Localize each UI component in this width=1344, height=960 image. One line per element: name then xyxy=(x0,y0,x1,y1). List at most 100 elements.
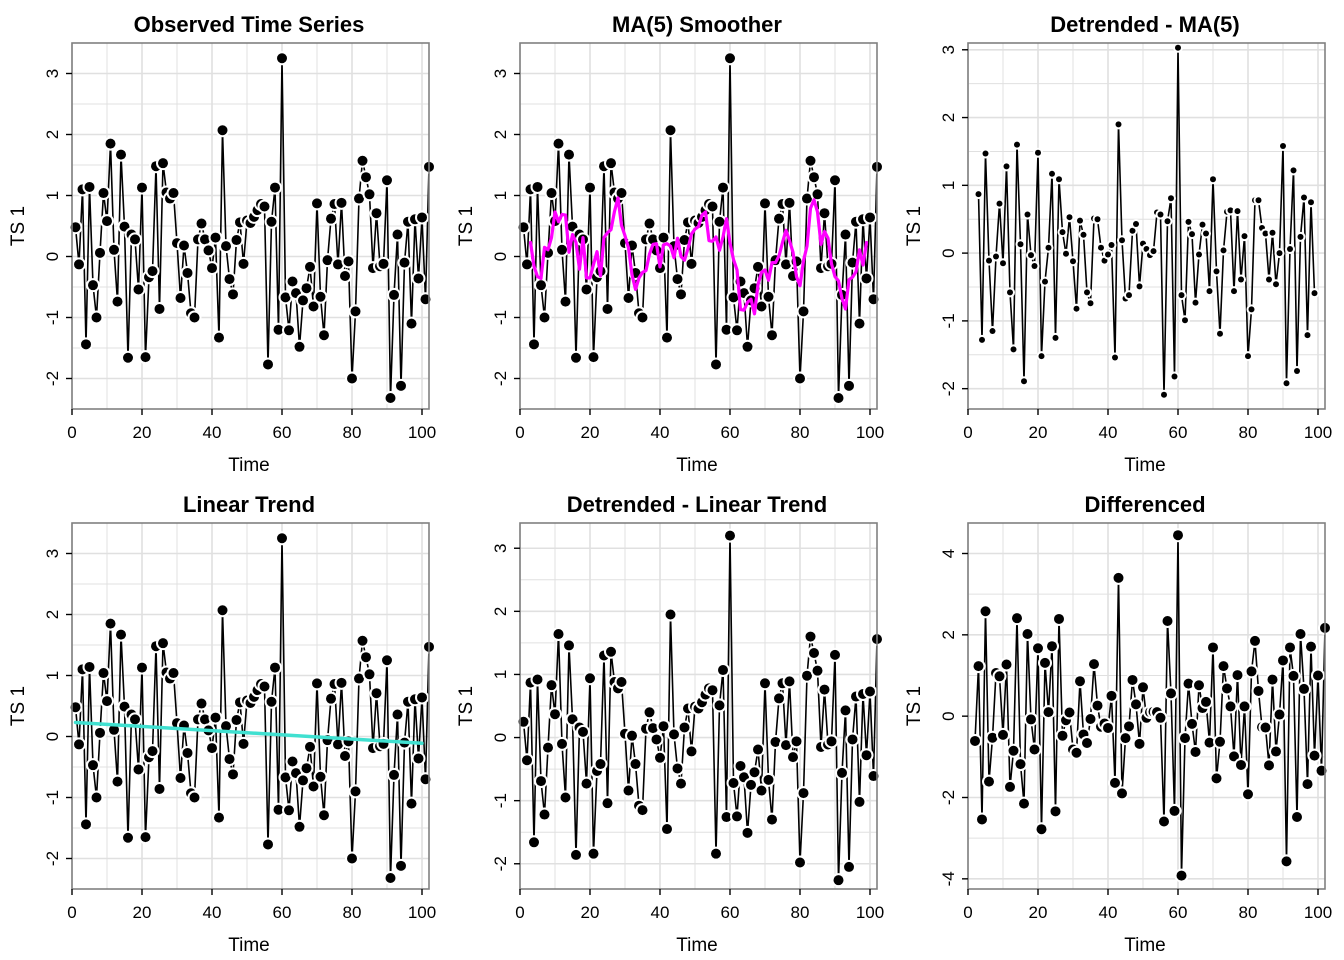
x-tick-label: 40 xyxy=(651,423,670,442)
data-point xyxy=(382,655,392,666)
x-axis-label: Time xyxy=(676,455,718,476)
y-tick-label: 0 xyxy=(491,733,510,742)
data-point xyxy=(529,837,539,848)
data-point xyxy=(385,873,396,884)
data-point xyxy=(336,677,347,688)
data-point xyxy=(518,222,529,233)
data-point xyxy=(1087,300,1094,307)
y-tick-label: -4 xyxy=(939,871,958,886)
data-point xyxy=(1245,353,1251,360)
data-point xyxy=(1201,696,1211,707)
data-point xyxy=(238,738,249,749)
data-point xyxy=(1248,306,1255,313)
data-point xyxy=(1292,812,1302,823)
data-point xyxy=(1043,707,1054,718)
data-point xyxy=(588,848,599,859)
chart-panel-linear-trend: Linear Trend TS 1 Time xyxy=(8,492,315,956)
data-point xyxy=(711,359,721,370)
x-tick-label: 0 xyxy=(515,903,524,922)
data-point xyxy=(347,373,357,384)
data-point xyxy=(315,771,326,782)
data-point xyxy=(721,324,732,335)
data-point xyxy=(326,693,336,704)
data-point xyxy=(781,740,791,751)
y-tick-label: 4 xyxy=(939,549,958,558)
x-tick-label: 40 xyxy=(1099,903,1118,922)
data-point xyxy=(277,53,287,64)
y-tick-label: -2 xyxy=(43,371,62,386)
data-point xyxy=(1113,572,1124,583)
x-tick-label: 100 xyxy=(408,903,436,922)
data-point xyxy=(623,785,634,796)
chart-panel-detrended-linear: Detrended - Linear Trend TS 1 Time xyxy=(456,492,827,956)
data-point xyxy=(312,678,322,689)
y-tick-label: -1 xyxy=(939,313,958,328)
data-point xyxy=(802,670,812,681)
data-point xyxy=(1271,746,1281,757)
data-point xyxy=(1057,730,1068,741)
data-point xyxy=(994,671,1005,682)
data-point xyxy=(1299,683,1309,694)
data-point xyxy=(560,792,571,803)
data-point xyxy=(102,696,112,707)
data-point xyxy=(119,701,130,712)
chart-panel-observed: Observed Time Series TS 1 Time xyxy=(8,12,364,476)
data-point xyxy=(343,256,354,267)
data-point xyxy=(1136,283,1143,290)
data-point xyxy=(154,303,165,314)
y-tick-label: 0 xyxy=(939,248,958,257)
data-point xyxy=(207,263,217,274)
data-point xyxy=(658,721,669,732)
data-point xyxy=(112,776,123,787)
data-point xyxy=(1255,197,1262,204)
data-point xyxy=(399,257,410,268)
data-point xyxy=(1295,629,1306,640)
y-tick-label: -1 xyxy=(491,310,510,325)
data-point xyxy=(189,792,200,803)
data-point xyxy=(389,769,399,780)
data-point xyxy=(392,709,403,720)
data-point xyxy=(1124,721,1134,732)
data-point xyxy=(308,781,319,792)
plot-frame xyxy=(71,42,430,410)
data-point xyxy=(273,804,284,815)
data-point xyxy=(809,647,819,658)
data-point xyxy=(536,280,546,291)
data-point xyxy=(522,755,532,766)
y-tick-label: 0 xyxy=(43,252,62,261)
data-point xyxy=(413,753,424,764)
data-point xyxy=(175,772,186,783)
data-point xyxy=(1133,220,1139,227)
plot-frame xyxy=(967,522,1326,890)
data-point xyxy=(798,306,809,317)
data-point xyxy=(340,751,350,762)
data-point xyxy=(665,609,676,620)
data-point xyxy=(1287,246,1293,253)
data-point xyxy=(975,191,982,198)
data-point xyxy=(1101,257,1108,264)
data-point xyxy=(175,292,186,303)
data-point xyxy=(847,257,858,268)
data-point xyxy=(1316,765,1327,776)
data-point xyxy=(763,774,774,785)
data-point xyxy=(336,197,347,208)
data-point xyxy=(130,234,140,245)
data-point xyxy=(658,232,669,243)
data-point xyxy=(1225,701,1236,712)
data-point xyxy=(221,241,231,252)
data-point xyxy=(546,680,557,691)
data-point xyxy=(137,182,147,193)
data-point xyxy=(1031,262,1038,269)
data-point xyxy=(1103,722,1113,733)
y-axis-label: TS 1 xyxy=(456,686,477,726)
data-point xyxy=(382,175,392,186)
data-point xyxy=(1127,674,1138,685)
x-tick-label: 20 xyxy=(133,423,152,442)
data-point xyxy=(1204,737,1215,748)
x-tick-label: 100 xyxy=(856,903,884,922)
data-point xyxy=(1155,712,1166,723)
data-point xyxy=(993,253,999,260)
data-point xyxy=(763,291,774,302)
data-point xyxy=(840,229,851,240)
